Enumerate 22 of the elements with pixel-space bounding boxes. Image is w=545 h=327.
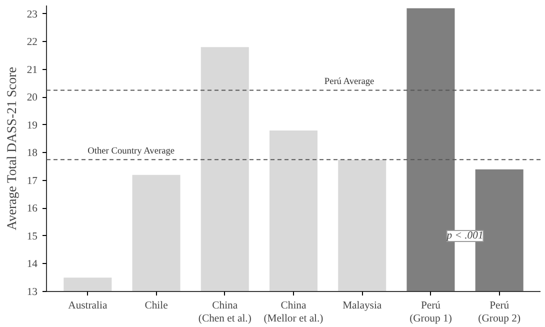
ref-line-label: Other Country Average [88,146,175,157]
y-axis-title: Average Total DASS-21 Score [4,66,19,230]
x-tick-label: Australia [68,300,108,312]
y-tick-label: 21 [26,64,38,76]
x-tick-label: China (Mellor et al.) [264,300,324,325]
y-tick-label: 15 [26,231,38,242]
x-tick-label: Chile [144,300,168,312]
x-tick-label: Perú (Group 2) [478,300,521,325]
y-tick-label: 13 [26,287,38,298]
y-tick-label: 18 [26,148,38,160]
y-tick-label: 20 [26,92,38,104]
y-tick-label: 23 [26,9,38,20]
y-tick-label: 19 [26,120,38,132]
ref-line-label: Perú Average [324,77,374,88]
y-tick-label: 16 [26,204,38,215]
x-tick-label: Malaysia [342,300,382,312]
x-tick-label: Perú (Group 1) [410,300,452,325]
x-tick-label: China (Chen et al.) [198,300,252,325]
annotation: p < .001 [446,230,484,242]
y-tick-label: 14 [26,259,38,270]
y-tick-label: 22 [26,37,38,48]
y-tick-label: 17 [26,176,38,187]
